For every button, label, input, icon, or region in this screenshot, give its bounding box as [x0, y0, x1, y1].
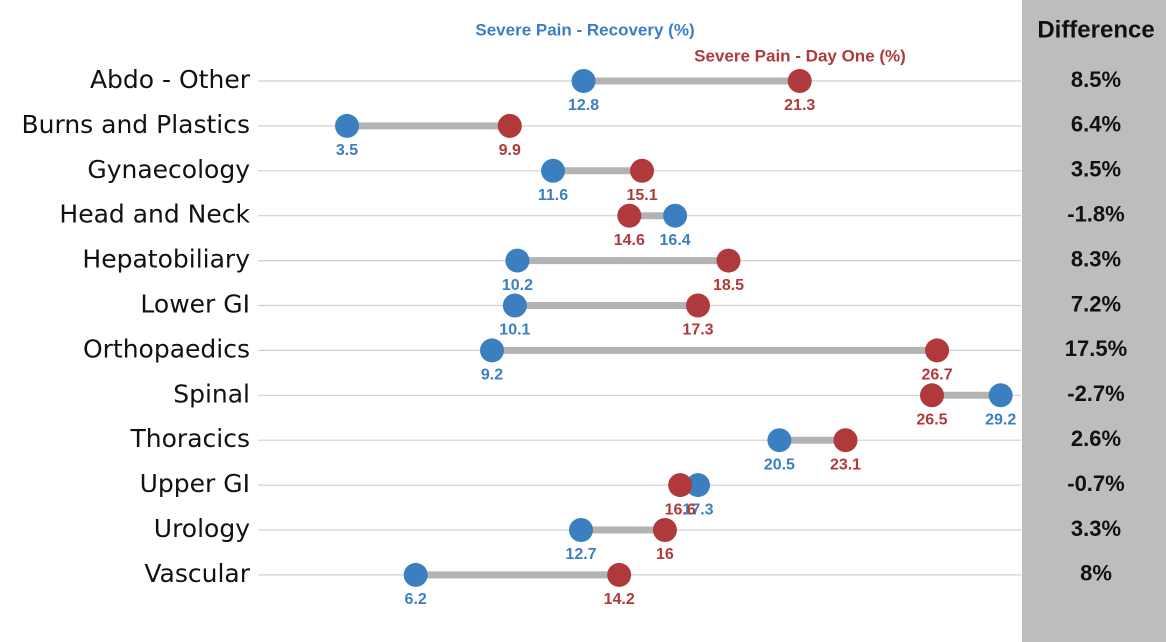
value-label: 16: [656, 546, 674, 563]
category-label: Spinal: [173, 379, 250, 408]
value-label: 12.8: [568, 97, 599, 114]
value-label: 17.3: [682, 322, 713, 339]
category-label: Burns and Plastics: [21, 110, 250, 139]
dot: [607, 562, 632, 587]
difference-value: 7.2%: [1071, 291, 1121, 316]
difference-value: 3.5%: [1071, 157, 1121, 182]
value-label: 10.1: [499, 322, 530, 339]
dot: [617, 203, 642, 228]
difference-value: -0.7%: [1067, 471, 1124, 496]
dot: [988, 383, 1013, 408]
legend-entry: Severe Pain - Day One (%): [694, 46, 906, 65]
dot: [919, 383, 944, 408]
dot: [502, 293, 527, 318]
dot: [833, 428, 858, 453]
dot: [571, 69, 596, 93]
value-label: 15.1: [626, 187, 657, 204]
value-label: 9.2: [481, 367, 503, 384]
dot: [505, 248, 530, 273]
dot: [668, 473, 693, 498]
difference-value: 6.4%: [1071, 112, 1121, 137]
value-label: 29.2: [985, 412, 1016, 429]
dot: [497, 113, 522, 138]
dot: [716, 248, 741, 273]
value-label: 26.7: [921, 367, 952, 384]
dot: [630, 158, 655, 183]
value-label: 12.7: [565, 546, 596, 563]
category-label: Thoracics: [130, 424, 250, 453]
difference-value: 3.3%: [1071, 516, 1121, 541]
value-label: 6.2: [405, 591, 427, 608]
value-label: 16.4: [660, 232, 691, 249]
dot: [767, 428, 792, 453]
value-label: 16.6: [665, 501, 696, 518]
value-label: 18.5: [713, 277, 744, 294]
legend-entry: Severe Pain - Recovery (%): [475, 20, 694, 39]
category-label: Orthopaedics: [83, 334, 250, 363]
value-label: 14.2: [604, 591, 635, 608]
dot: [569, 518, 594, 542]
dot: [652, 518, 677, 542]
value-label: 14.6: [614, 232, 645, 249]
dot: [403, 562, 428, 587]
dot: [541, 158, 566, 183]
dot: [335, 113, 360, 138]
dot: [925, 338, 950, 363]
difference-value: 8.5%: [1071, 67, 1121, 92]
value-label: 21.3: [784, 97, 815, 114]
category-label: Hepatobiliary: [82, 245, 250, 274]
dot: [685, 473, 710, 498]
difference-value: 17.5%: [1065, 336, 1127, 361]
category-label: Upper GI: [140, 469, 250, 498]
difference-value: 2.6%: [1071, 426, 1121, 451]
value-label: 11.6: [538, 187, 568, 204]
category-label: Abdo - Other: [90, 65, 251, 94]
value-label: 20.5: [764, 456, 795, 473]
value-label: 10.2: [502, 277, 533, 294]
difference-value: 8%: [1080, 561, 1112, 586]
difference-panel: [1022, 0, 1166, 642]
category-label: Head and Neck: [59, 200, 250, 229]
difference-value: 8.3%: [1071, 246, 1121, 271]
category-label: Vascular: [144, 559, 250, 588]
category-label: Urology: [154, 514, 250, 543]
value-label: 3.5: [336, 142, 358, 159]
difference-value: -1.8%: [1067, 202, 1124, 227]
value-label: 9.9: [499, 142, 521, 159]
difference-value: -2.7%: [1067, 381, 1124, 406]
dot: [685, 293, 710, 318]
category-label: Lower GI: [140, 290, 250, 319]
value-label: 17.3: [682, 501, 713, 518]
value-label: 26.5: [916, 412, 947, 429]
dot: [479, 338, 504, 363]
dot: [787, 69, 812, 93]
difference-title: Difference: [1037, 16, 1154, 43]
value-label: 23.1: [830, 456, 861, 473]
dot: [663, 203, 688, 228]
category-label: Gynaecology: [87, 155, 250, 184]
